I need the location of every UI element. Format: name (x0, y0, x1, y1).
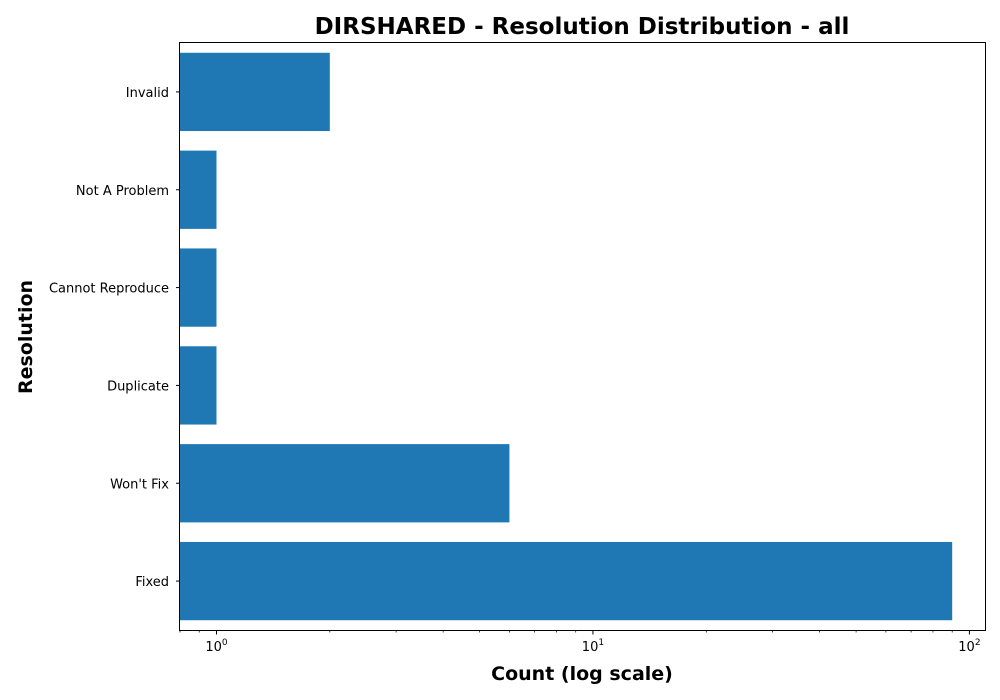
x-tick-label: 101 (582, 638, 604, 655)
y-tick-label: Won't Fix (110, 477, 169, 492)
bar-cannot-reproduce (180, 248, 217, 327)
y-tick-label: Invalid (126, 86, 169, 101)
y-tick-label: Cannot Reproduce (49, 282, 169, 297)
x-tick-label: 102 (958, 638, 980, 655)
plot-frame (179, 42, 986, 631)
y-axis-ticks: Fixed Won't Fix Duplicate Cannot Reproduce N… (49, 86, 180, 590)
x-tick-label: 100 (205, 638, 228, 655)
bars-group (180, 52, 953, 621)
bar-won-t-fix (180, 444, 510, 523)
y-tick-label: Not A Problem (76, 184, 169, 199)
bar-duplicate (180, 346, 217, 425)
y-axis-label: Resolution (15, 280, 37, 394)
bar-fixed (180, 541, 953, 621)
y-tick-label: Duplicate (107, 379, 169, 394)
x-axis-ticks: 100 101 102 (179, 630, 981, 655)
y-tick-label: Fixed (135, 575, 169, 590)
bar-not-a-problem (180, 150, 217, 229)
x-axis-label: Count (log scale) (491, 663, 673, 685)
chart-title: DIRSHARED - Resolution Distribution - al… (315, 14, 850, 40)
bar-invalid (180, 52, 330, 132)
